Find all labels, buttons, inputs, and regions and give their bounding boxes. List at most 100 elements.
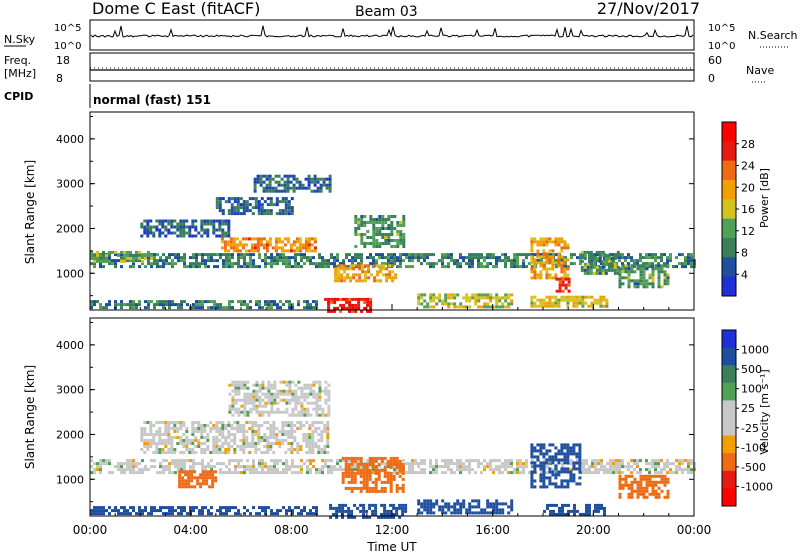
data-cell xyxy=(177,253,180,257)
data-cell xyxy=(666,282,670,286)
data-cell xyxy=(261,259,264,263)
data-cell xyxy=(168,303,171,307)
data-cell xyxy=(510,459,513,463)
data-cell xyxy=(303,407,307,411)
data-cell xyxy=(489,256,492,260)
data-cell xyxy=(578,298,582,302)
data-cell xyxy=(392,474,396,478)
data-cell xyxy=(598,268,602,272)
data-cell xyxy=(320,448,324,451)
data-cell xyxy=(363,233,367,236)
data-cell xyxy=(480,265,483,269)
data-cell xyxy=(283,186,287,190)
data-cell xyxy=(533,455,537,459)
data-cell xyxy=(228,506,231,510)
data-cell xyxy=(177,259,180,263)
data-cell xyxy=(570,253,573,257)
data-cell xyxy=(202,482,206,486)
data-cell xyxy=(513,253,516,257)
data-cell xyxy=(276,395,280,399)
data-cell xyxy=(300,401,304,405)
data-cell xyxy=(648,276,652,280)
data-cell xyxy=(313,249,317,253)
data-cell xyxy=(313,174,317,178)
data-cell xyxy=(456,499,460,503)
data-cell xyxy=(266,448,270,451)
data-cell xyxy=(289,249,293,253)
data-cell xyxy=(492,471,495,475)
data-cell xyxy=(522,265,525,269)
data-cell xyxy=(399,253,402,257)
data-cell xyxy=(372,236,376,239)
data-cell xyxy=(111,259,114,263)
data-cell xyxy=(627,486,631,490)
data-cell xyxy=(197,231,201,235)
data-cell xyxy=(230,212,234,216)
data-cell xyxy=(120,300,123,304)
data-cell xyxy=(135,253,138,257)
data-cell xyxy=(666,462,669,466)
data-cell xyxy=(300,392,304,396)
data-cell xyxy=(159,462,162,466)
data-cell xyxy=(349,276,353,280)
data-cell xyxy=(651,273,655,277)
data-cell xyxy=(545,258,549,262)
data-cell xyxy=(435,462,438,466)
data-cell xyxy=(156,471,159,475)
data-cell xyxy=(270,509,273,513)
data-cell xyxy=(591,471,594,475)
data-cell xyxy=(252,253,255,257)
data-cell xyxy=(285,465,288,469)
data-cell xyxy=(147,468,150,472)
data-cell xyxy=(519,265,522,269)
data-cell xyxy=(389,459,393,463)
data-cell xyxy=(245,421,249,424)
data-cell xyxy=(536,443,540,447)
data-cell xyxy=(266,212,270,216)
data-cell xyxy=(663,483,667,487)
data-cell xyxy=(93,265,96,269)
data-cell xyxy=(396,239,400,242)
data-cell xyxy=(560,449,564,453)
data-cell xyxy=(273,259,276,263)
data-cell xyxy=(350,462,354,466)
data-cell xyxy=(235,243,239,247)
data-cell xyxy=(300,410,304,414)
data-cell xyxy=(141,468,144,472)
data-cell xyxy=(453,262,456,266)
data-cell xyxy=(545,240,549,244)
data-cell xyxy=(359,509,363,513)
data-cell xyxy=(249,407,253,411)
data-cell xyxy=(239,430,243,433)
data-cell xyxy=(543,459,546,463)
data-cell xyxy=(597,459,600,463)
data-cell xyxy=(404,506,408,510)
data-cell xyxy=(144,300,147,304)
data-cell xyxy=(651,262,654,266)
data-cell xyxy=(453,305,457,309)
data-cell xyxy=(563,461,567,465)
data-cell xyxy=(270,468,273,472)
data-cell xyxy=(642,489,646,493)
data-cell xyxy=(203,222,207,226)
data-cell xyxy=(105,306,108,310)
data-cell xyxy=(594,468,597,472)
data-cell xyxy=(663,264,667,268)
data-cell xyxy=(359,480,363,484)
data-cell xyxy=(179,219,183,223)
data-cell xyxy=(174,262,177,266)
data-cell xyxy=(141,471,144,475)
data-cell xyxy=(417,465,420,469)
data-cell xyxy=(234,407,238,411)
data-cell xyxy=(540,259,543,263)
data-cell xyxy=(306,471,309,475)
data-cell xyxy=(188,225,192,229)
data-cell xyxy=(357,218,361,221)
data-cell xyxy=(207,256,210,260)
data-cell xyxy=(185,439,189,442)
data-cell xyxy=(294,392,298,396)
data-cell xyxy=(276,389,280,393)
data-cell xyxy=(181,482,185,486)
data-cell xyxy=(388,273,392,277)
data-cell xyxy=(304,177,308,181)
